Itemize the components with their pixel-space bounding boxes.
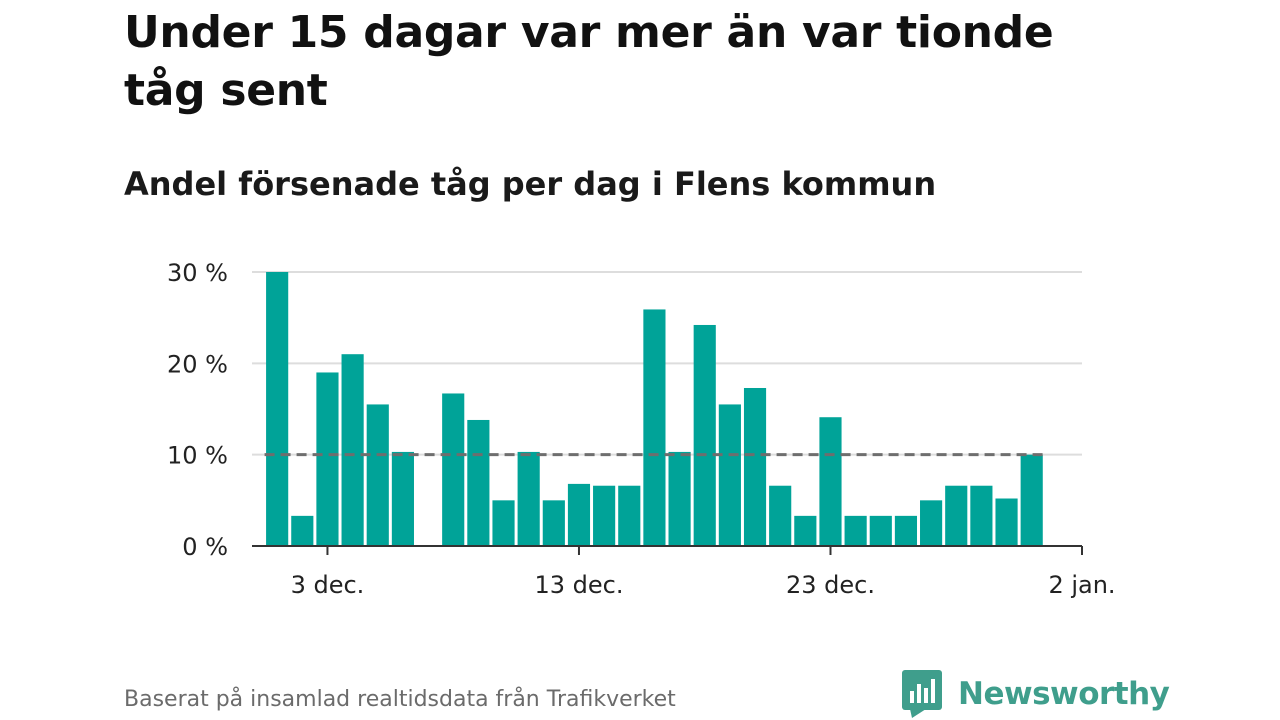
x-tick-label: 2 jan. <box>1048 571 1115 599</box>
bar <box>542 500 565 546</box>
chart-title: Under 15 dagar var mer än var tionde tåg… <box>124 7 1054 116</box>
bar <box>970 485 993 546</box>
x-tick-label: 3 dec. <box>291 571 365 599</box>
bar <box>668 451 691 546</box>
brand-logo: Newsworthy <box>902 670 1170 718</box>
y-tick-label: 30 % <box>167 259 228 287</box>
bar <box>819 417 842 546</box>
bar <box>945 485 968 546</box>
brand-name: Newsworthy <box>958 676 1170 712</box>
bar <box>643 309 666 546</box>
bar <box>266 272 289 546</box>
bar <box>769 485 792 546</box>
bar <box>794 515 817 546</box>
bar <box>618 485 641 546</box>
bar <box>567 483 591 546</box>
y-axis-labels: 0 % 10 % 20 % 30 % <box>167 259 228 561</box>
bar <box>291 515 314 546</box>
bar <box>593 485 616 546</box>
x-axis: 3 dec. 13 dec. 23 dec. 2 jan. <box>252 545 1116 599</box>
y-tick-label: 10 % <box>167 442 228 470</box>
x-tick-label: 13 dec. <box>534 571 623 599</box>
bar-chart: 0 % 10 % 20 % 30 % 3 dec. 13 dec. 23 dec. 2 ja… <box>167 259 1116 599</box>
chart-subtitle: Andel försenade tåg per dag i Flens komm… <box>124 165 937 203</box>
bar <box>869 515 892 546</box>
bars <box>266 272 1043 546</box>
bar <box>341 354 364 546</box>
bar-chart-speech-bubble-icon <box>902 670 942 718</box>
bar <box>366 404 389 546</box>
x-tick-label: 23 dec. <box>786 571 875 599</box>
bar <box>316 372 339 546</box>
bar <box>844 515 867 546</box>
bar <box>492 500 515 546</box>
source-note: Baserat på insamlad realtidsdata från Tr… <box>124 687 676 712</box>
bar <box>894 515 918 546</box>
bar <box>920 500 943 546</box>
y-tick-label: 0 % <box>182 533 228 561</box>
bar <box>442 393 465 546</box>
y-tick-label: 20 % <box>167 350 228 378</box>
bar <box>1020 454 1043 546</box>
bar <box>391 451 414 546</box>
bar <box>693 324 716 546</box>
bar <box>718 404 741 546</box>
bar <box>743 387 767 546</box>
bar <box>517 451 540 546</box>
bar <box>467 419 490 546</box>
bar <box>995 498 1018 546</box>
